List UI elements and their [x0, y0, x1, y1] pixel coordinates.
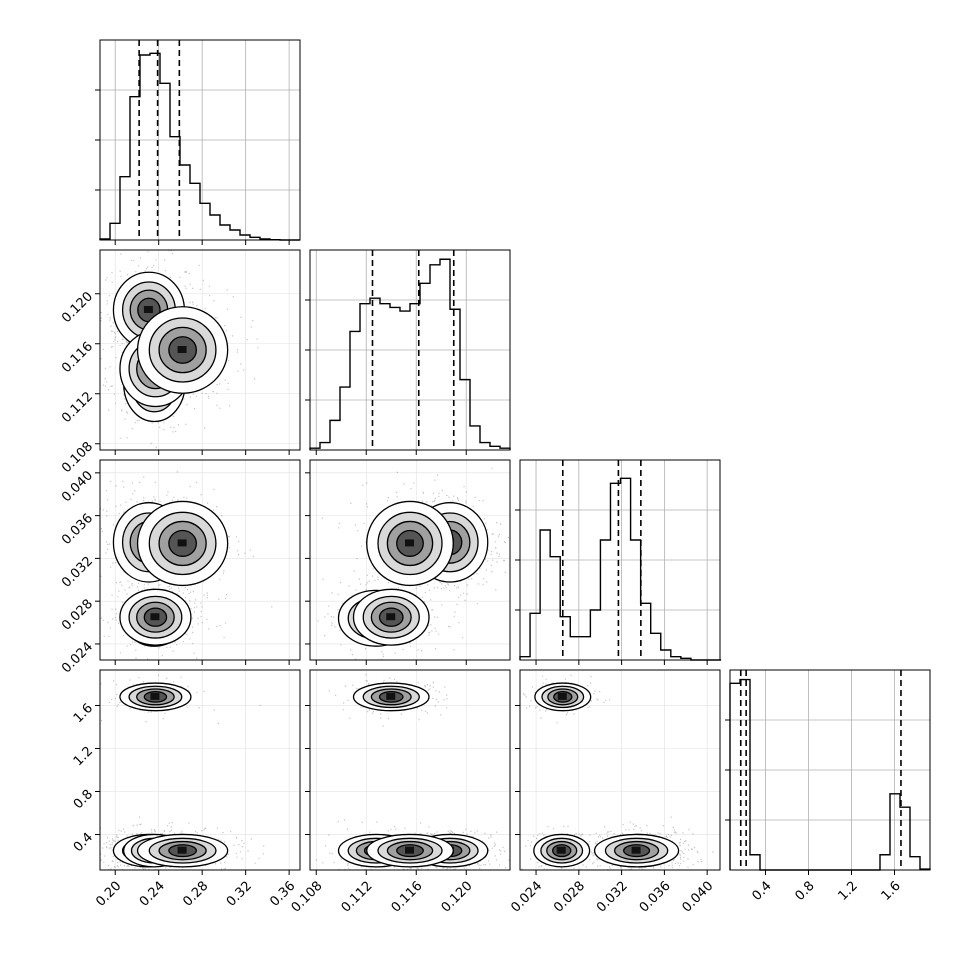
x-tick-label: 0.24: [137, 879, 168, 910]
density-peak: [386, 613, 396, 621]
y-tick-label: 0.024: [59, 639, 96, 676]
x-tick-label: 0.024: [508, 879, 545, 916]
histogram-panel-2: [515, 459, 722, 665]
y-tick-label: 0.120: [59, 289, 96, 326]
density-peak: [150, 613, 160, 621]
density-peak: [386, 692, 396, 700]
x-tick-label: 0.040: [680, 879, 717, 916]
panel-content: [100, 670, 300, 870]
x-tick-label: 0.32: [224, 879, 255, 910]
density-peak: [177, 846, 187, 854]
density-peak: [150, 692, 160, 700]
scatter-panel-3-2: [515, 669, 721, 875]
x-tick-label: 0.8: [793, 879, 818, 904]
panel-frame: [99, 459, 301, 661]
density-peak: [557, 692, 567, 700]
y-tick-label: 0.108: [59, 439, 96, 476]
histogram-panel-3: [725, 669, 931, 875]
density-peak: [177, 539, 187, 547]
scatter-points: [100, 674, 265, 870]
x-tick-label: 0.20: [93, 879, 124, 910]
y-tick-label: 0.032: [59, 554, 96, 591]
panel-frame: [99, 669, 301, 871]
panel-frame: [519, 669, 721, 871]
x-tick-label: 1.6: [879, 879, 904, 904]
panel-frame: [519, 459, 721, 661]
histogram-steps: [309, 258, 511, 450]
y-tick-label: 0.028: [59, 597, 96, 634]
scatter-panel-1-0: [95, 249, 301, 455]
panel-frame: [309, 459, 511, 661]
y-tick-label: 0.116: [59, 339, 96, 376]
x-tick-label: 0.4: [750, 879, 775, 904]
x-tick-label: 0.28: [180, 879, 211, 910]
panel-content: [520, 670, 720, 870]
x-tick-label: 0.108: [289, 879, 326, 916]
y-tick-label: 0.112: [59, 389, 96, 426]
x-tick-label: 0.116: [389, 879, 426, 916]
density-peak: [556, 846, 566, 854]
x-tick-label: 1.2: [836, 879, 861, 904]
x-tick-label: 0.036: [637, 879, 674, 916]
histogram-panel-0: [95, 39, 301, 245]
y-tick-label: 0.4: [71, 830, 96, 855]
x-tick-label: 0.032: [594, 879, 631, 916]
scatter-panel-2-0: [95, 459, 301, 665]
y-tick-label: 0.8: [71, 787, 96, 812]
density-peak: [177, 346, 187, 353]
density-peak: [405, 539, 414, 547]
y-tick-label: 0.036: [59, 511, 96, 548]
density-peak: [405, 846, 414, 854]
scatter-panel-3-0: [95, 669, 301, 875]
panel-content: [100, 460, 300, 660]
panel-content: [310, 670, 510, 870]
histogram-steps: [519, 477, 722, 661]
panel-frame: [729, 669, 931, 871]
histogram-panel-1: [305, 249, 511, 455]
panel-frame: [309, 249, 511, 451]
x-tick-label: 0.028: [551, 879, 588, 916]
scatter-panel-3-1: [305, 669, 511, 875]
panel-frame: [309, 669, 511, 871]
x-tick-label: 0.120: [439, 879, 476, 916]
histogram-steps: [729, 678, 931, 871]
x-tick-label: 0.112: [339, 879, 376, 916]
panel-frame: [99, 249, 301, 451]
y-tick-label: 0.040: [59, 468, 96, 505]
panel-content: [310, 460, 510, 660]
panel-frame: [99, 39, 301, 241]
density-peak: [631, 846, 641, 854]
y-tick-label: 1.6: [71, 701, 96, 726]
scatter-panel-2-1: [305, 459, 511, 665]
histogram-steps: [99, 52, 300, 241]
y-tick-label: 1.2: [71, 744, 96, 769]
density-peak: [143, 306, 153, 313]
panel-content: [100, 250, 300, 450]
